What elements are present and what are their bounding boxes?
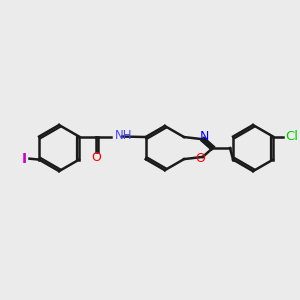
Text: NH: NH xyxy=(115,129,132,142)
Text: O: O xyxy=(92,151,101,164)
Text: O: O xyxy=(195,152,205,165)
Text: N: N xyxy=(200,130,209,143)
Text: I: I xyxy=(22,152,27,166)
Text: Cl: Cl xyxy=(286,130,298,142)
